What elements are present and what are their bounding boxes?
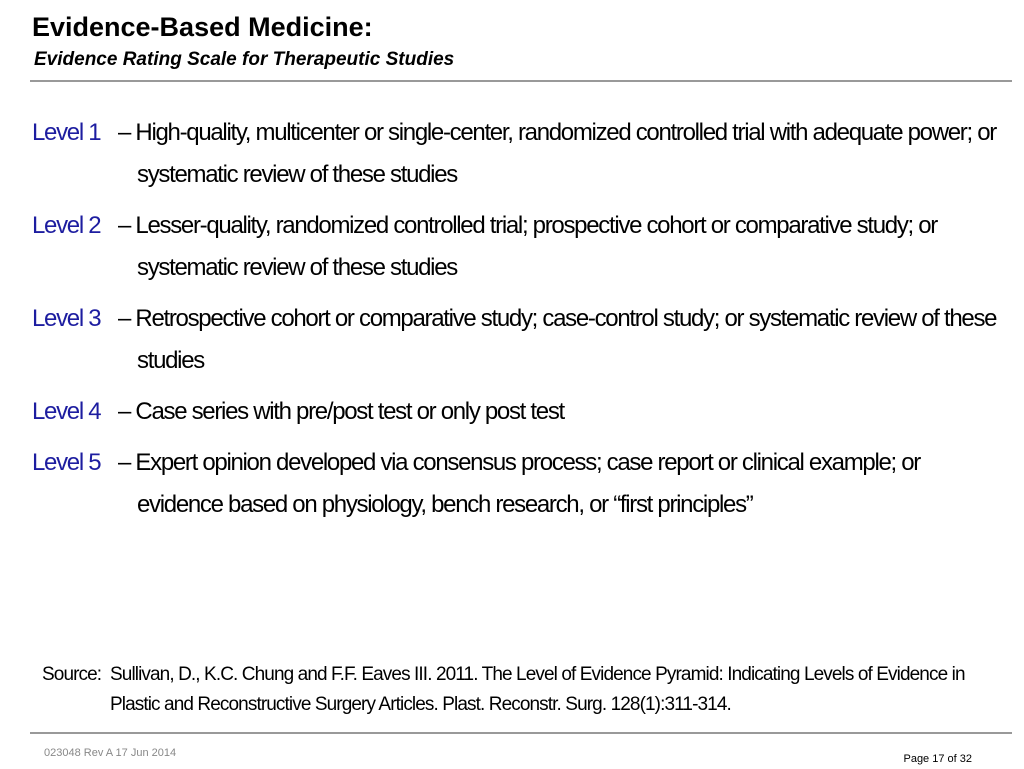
doc-id: 023048 Rev A 17 Jun 2014: [44, 747, 177, 759]
level-label: Level 3: [32, 305, 102, 332]
level-text: – High-quality, multicenter or single-ce…: [118, 119, 997, 188]
subtitle: Evidence Rating Scale for Therapeutic St…: [34, 49, 455, 70]
level-label: Level 2: [32, 212, 102, 239]
source: Source: Sullivan, D., K.C. Chung and F.F…: [42, 660, 1002, 720]
level-item: Level 3 – Retrospective cohort or compara…: [32, 298, 1007, 382]
divider: [30, 732, 1012, 734]
level-item: Level 2 – Lesser-quality, randomized cont…: [32, 205, 1007, 289]
source-text: Sullivan, D., K.C. Chung and F.F. Eaves …: [110, 664, 966, 715]
level-text: – Case series with pre/post test or only…: [118, 398, 565, 425]
level-item: Level 5 – Expert opinion developed via co…: [32, 442, 1007, 526]
level-label: Level 1: [32, 119, 102, 146]
page-number: Page 17 of 32: [903, 753, 972, 765]
level-list: Level 1 – High-quality, multicenter or si…: [32, 112, 1007, 535]
level-text: – Retrospective cohort or comparative st…: [118, 305, 998, 374]
source-label: Source:: [42, 664, 102, 685]
level-text: – Expert opinion developed via consensus…: [118, 449, 921, 518]
level-label: Level 5: [32, 449, 102, 476]
level-item: Level 4 – Case series with pre/post test …: [32, 391, 1007, 433]
divider: [30, 80, 1012, 82]
level-label: Level 4: [32, 398, 102, 425]
level-text: – Lesser-quality, randomized controlled …: [118, 212, 938, 281]
level-item: Level 1 – High-quality, multicenter or si…: [32, 112, 1007, 196]
title: Evidence-Based Medicine:: [32, 12, 373, 42]
